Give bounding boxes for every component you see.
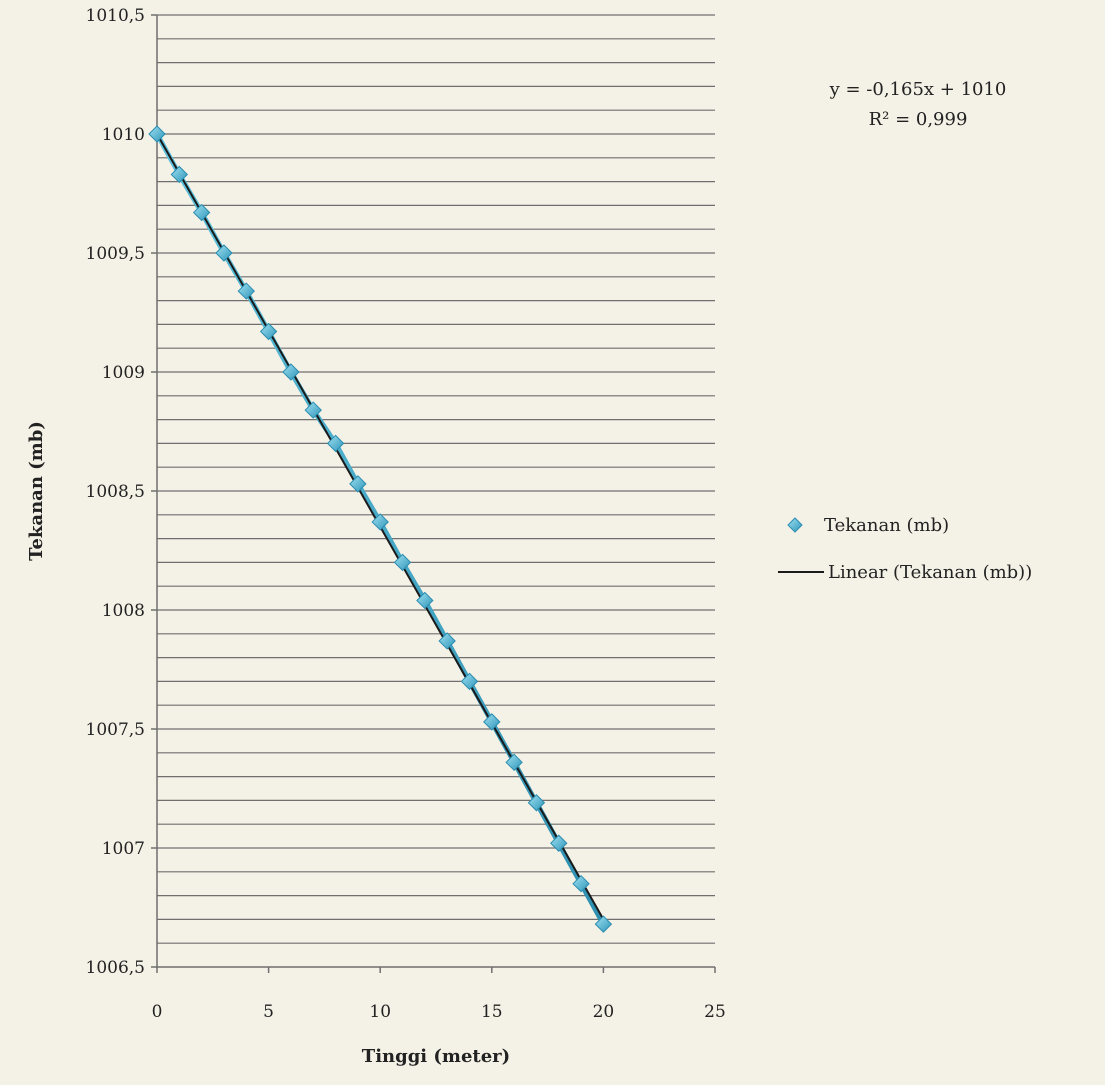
y-tick-label: 1008 (102, 601, 145, 621)
data-point-marker (416, 591, 434, 610)
x-axis-title: Tinggi (meter) (362, 1046, 510, 1067)
x-tick-label: 15 (481, 1002, 503, 1022)
data-point-marker (505, 753, 523, 772)
legend-series-label: Tekanan (mb) (824, 515, 949, 536)
data-point-marker (527, 794, 546, 812)
x-tick-label: 10 (369, 1002, 391, 1022)
x-tick-label: 0 (152, 1002, 163, 1022)
y-tick-label: 1009 (102, 363, 145, 383)
y-tick-label: 1007,5 (86, 720, 145, 740)
legend-trendline-label: Linear (Tekanan (mb)) (828, 562, 1032, 583)
trendline-r-squared: R² = 0,999 (869, 109, 968, 130)
y-axis-title: Tekanan (mb) (26, 421, 47, 561)
trendline-equation: y = -0,165x + 1010 (829, 79, 1007, 100)
x-tick-label: 25 (704, 1002, 726, 1022)
tick-labels: 1006,510071007,510081008,510091009,51010… (86, 6, 726, 1022)
data-point-marker (438, 632, 456, 650)
data-point-marker (192, 203, 211, 222)
data-point-marker (170, 165, 189, 184)
data-point-marker (594, 915, 613, 933)
data-point-marker (349, 475, 367, 493)
data-point-marker (304, 401, 322, 419)
data-point-marker (371, 513, 389, 531)
data-point-marker (483, 713, 501, 731)
data-point-marker (393, 553, 412, 572)
y-tick-label: 1007 (102, 839, 145, 859)
y-tick-label: 1010 (102, 125, 145, 145)
legend-item-trendline[interactable]: Linear (Tekanan (mb)) (778, 562, 1032, 583)
y-tick-label: 1010,5 (86, 6, 145, 26)
y-tick-label: 1006,5 (86, 958, 145, 978)
gridlines (157, 14, 715, 944)
series-layer (148, 125, 613, 933)
data-point-marker (282, 363, 300, 381)
data-point-marker (460, 672, 479, 691)
y-tick-label: 1009,5 (86, 244, 145, 264)
data-point-marker (550, 834, 568, 852)
axes (151, 14, 716, 973)
x-tick-label: 5 (263, 1002, 274, 1022)
legend: Tekanan (mb) Linear (Tekanan (mb)) (767, 515, 1032, 583)
data-point-marker (215, 244, 233, 262)
legend-item-series[interactable]: Tekanan (mb) (767, 515, 949, 536)
data-point-marker (572, 874, 590, 893)
data-point-marker (148, 125, 166, 143)
data-point-marker (326, 434, 345, 453)
y-tick-label: 1008,5 (86, 482, 145, 502)
legend-series-marker-icon (787, 517, 803, 533)
data-point-marker (259, 322, 278, 341)
data-point-marker (237, 282, 255, 300)
x-tick-label: 20 (593, 1002, 615, 1022)
